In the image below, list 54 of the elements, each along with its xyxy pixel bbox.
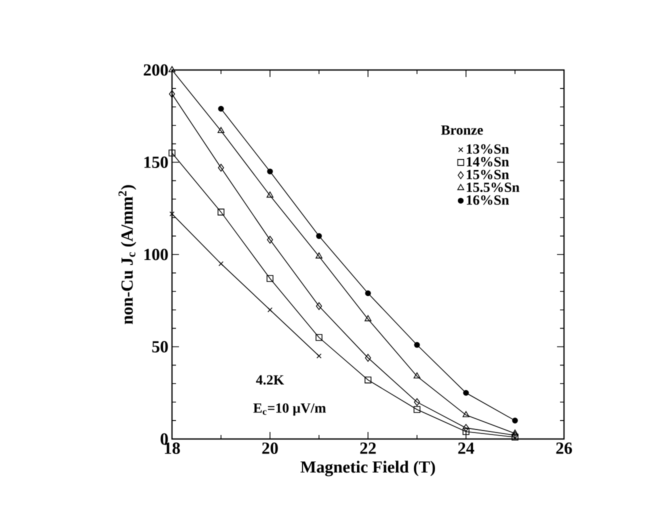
point (218, 261, 224, 266)
point (414, 398, 420, 406)
annotation: E$_{c}$=10 μV/m (253, 403, 326, 416)
point (218, 164, 224, 172)
point (512, 434, 518, 441)
x-axis-title: Magnetic Field (T) (300, 460, 435, 476)
point (316, 233, 322, 239)
y-tick-label: 150 (144, 156, 168, 168)
x-tick-label: 20 (262, 442, 278, 454)
y-tick-label: 50 (152, 341, 168, 352)
point (218, 106, 224, 112)
y-axis-title: non-Cu J$_{c}$ (A/mm$^{2}$) (118, 185, 136, 324)
point (316, 353, 322, 358)
point (266, 275, 274, 282)
point (168, 66, 176, 72)
point (414, 406, 420, 413)
point (218, 126, 224, 134)
y-tick-label: 200 (144, 64, 168, 76)
annotation: 4.2K (256, 375, 284, 385)
legend-label: 14%Sn (466, 157, 509, 167)
legend-label: 16%Sn (466, 195, 509, 205)
legend-title: Bronze (441, 125, 483, 135)
point (462, 424, 470, 432)
y-tick-label: 0 (160, 433, 168, 445)
point (267, 168, 273, 174)
y-tick-label: 100 (144, 248, 168, 260)
point (463, 390, 469, 396)
x-tick-label: 22 (360, 442, 376, 454)
point (414, 372, 420, 378)
legend-label: 15.5%Sn (466, 182, 520, 192)
point (364, 376, 372, 384)
point (168, 150, 176, 156)
point (512, 430, 518, 436)
point (316, 302, 322, 310)
point (169, 211, 175, 216)
legend-label: 15%Sn (466, 170, 509, 180)
point (168, 90, 176, 98)
point (266, 236, 274, 244)
x-tick-label: 18 (164, 442, 180, 454)
point (266, 192, 274, 198)
point (512, 418, 518, 424)
point (365, 290, 371, 296)
point (218, 208, 224, 216)
point (462, 428, 470, 436)
point (316, 334, 322, 341)
x-tick-label: 24 (458, 442, 474, 454)
point (414, 342, 420, 348)
point (364, 354, 372, 362)
point (267, 307, 273, 312)
x-tick-label: 26 (556, 442, 572, 454)
point (316, 252, 322, 258)
point (462, 411, 470, 418)
point (364, 315, 372, 322)
legend-label: 13%Sn (466, 144, 509, 154)
